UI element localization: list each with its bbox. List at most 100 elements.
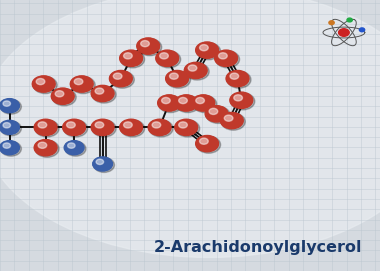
Circle shape: [94, 158, 114, 172]
Circle shape: [192, 95, 215, 111]
Circle shape: [167, 71, 191, 88]
Circle shape: [159, 96, 182, 113]
Circle shape: [52, 89, 76, 106]
Circle shape: [120, 119, 142, 136]
Circle shape: [359, 28, 365, 32]
Circle shape: [176, 120, 200, 137]
Circle shape: [65, 141, 86, 156]
Circle shape: [188, 65, 197, 71]
Circle shape: [230, 92, 253, 108]
Circle shape: [227, 71, 251, 88]
Circle shape: [230, 73, 239, 79]
Circle shape: [96, 159, 104, 164]
Circle shape: [193, 96, 217, 113]
Circle shape: [38, 142, 47, 148]
Circle shape: [124, 122, 132, 128]
Circle shape: [3, 122, 11, 128]
Circle shape: [3, 101, 11, 106]
Circle shape: [160, 53, 168, 59]
Circle shape: [1, 99, 21, 114]
Circle shape: [91, 85, 114, 102]
Circle shape: [179, 98, 187, 104]
Circle shape: [200, 138, 208, 144]
Circle shape: [121, 51, 144, 68]
Circle shape: [1, 141, 21, 156]
Circle shape: [110, 71, 135, 88]
Circle shape: [197, 43, 220, 60]
Circle shape: [35, 120, 59, 137]
Circle shape: [166, 70, 188, 87]
Circle shape: [138, 39, 162, 56]
Circle shape: [231, 93, 255, 110]
Circle shape: [185, 63, 209, 80]
Circle shape: [64, 141, 84, 155]
Circle shape: [196, 42, 218, 58]
Circle shape: [64, 120, 87, 137]
Circle shape: [347, 18, 352, 22]
Circle shape: [152, 122, 161, 128]
Circle shape: [113, 73, 122, 79]
Circle shape: [93, 157, 112, 171]
Text: 2-Arachidonoylglycerol: 2-Arachidonoylglycerol: [154, 240, 363, 256]
Circle shape: [209, 108, 218, 114]
Circle shape: [124, 53, 132, 59]
Circle shape: [224, 115, 233, 121]
Circle shape: [149, 120, 173, 137]
Circle shape: [36, 79, 45, 85]
Circle shape: [70, 76, 93, 92]
Circle shape: [91, 119, 114, 136]
Circle shape: [234, 95, 242, 101]
Circle shape: [3, 143, 11, 148]
Circle shape: [205, 106, 228, 122]
Circle shape: [215, 50, 238, 66]
Circle shape: [339, 29, 349, 36]
Circle shape: [33, 77, 57, 94]
Circle shape: [196, 136, 218, 152]
Circle shape: [34, 140, 57, 156]
Circle shape: [162, 98, 170, 104]
Circle shape: [92, 120, 116, 137]
Circle shape: [68, 143, 75, 148]
Circle shape: [175, 119, 198, 136]
Circle shape: [66, 122, 75, 128]
Circle shape: [158, 95, 180, 111]
Circle shape: [226, 70, 249, 87]
Ellipse shape: [0, 0, 380, 257]
Circle shape: [169, 73, 178, 79]
Circle shape: [220, 112, 243, 129]
Circle shape: [206, 107, 230, 124]
Circle shape: [329, 21, 334, 25]
Circle shape: [34, 119, 57, 136]
Circle shape: [137, 38, 160, 54]
Circle shape: [215, 51, 239, 68]
Circle shape: [121, 120, 144, 137]
Circle shape: [71, 77, 95, 94]
Circle shape: [38, 122, 47, 128]
Circle shape: [179, 122, 187, 128]
Circle shape: [1, 121, 21, 136]
Circle shape: [156, 50, 179, 66]
Circle shape: [221, 113, 245, 130]
Circle shape: [196, 98, 204, 104]
Circle shape: [148, 119, 171, 136]
Circle shape: [120, 50, 142, 66]
Circle shape: [197, 136, 220, 153]
Circle shape: [0, 99, 19, 113]
Circle shape: [176, 96, 200, 113]
Circle shape: [0, 141, 19, 155]
Circle shape: [63, 119, 86, 136]
Circle shape: [92, 86, 116, 103]
Circle shape: [175, 95, 198, 111]
Circle shape: [35, 140, 59, 157]
Circle shape: [109, 70, 132, 87]
Circle shape: [0, 120, 19, 134]
Circle shape: [51, 88, 74, 104]
Circle shape: [200, 45, 208, 51]
Circle shape: [55, 91, 64, 97]
Circle shape: [95, 88, 104, 94]
Circle shape: [95, 122, 104, 128]
Circle shape: [32, 76, 55, 92]
Circle shape: [74, 79, 83, 85]
Circle shape: [184, 62, 207, 79]
Circle shape: [141, 41, 149, 47]
